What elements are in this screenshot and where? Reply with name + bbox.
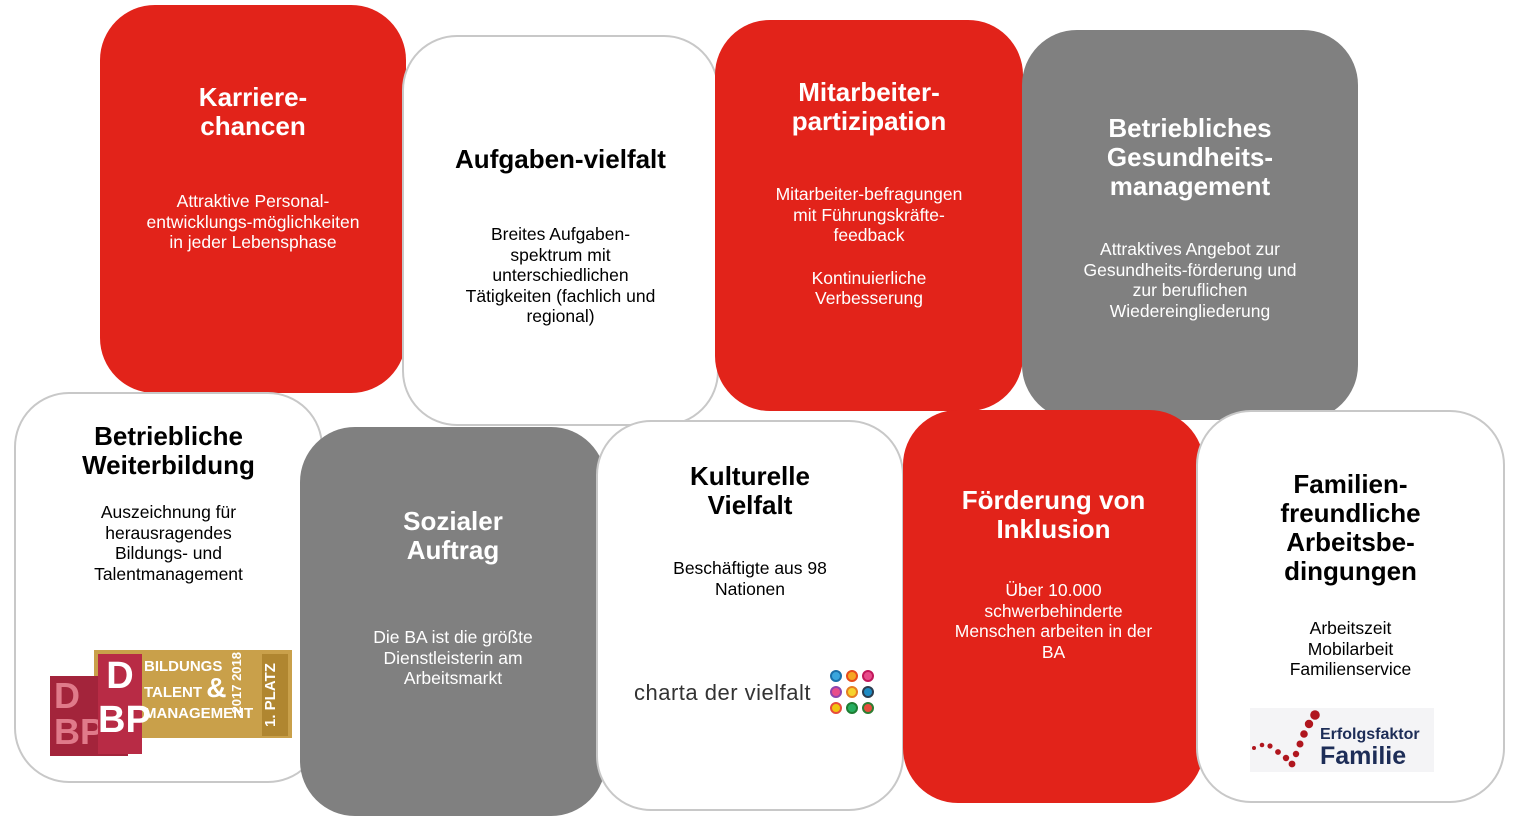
logo-text: Erfolgsfaktor	[1320, 726, 1420, 743]
box-title: Mitarbeiter- partizipation	[791, 77, 947, 136]
box-title: Aufgaben-vielfalt	[455, 144, 666, 174]
box-inklusion: Förderung von Inklusion Über 10.000 schw…	[903, 410, 1204, 803]
box-gesundheitsmanagement: Betriebliches Gesundheits- management At…	[1022, 30, 1358, 420]
box-text: Über 10.000 schwerbehinderte Menschen ar…	[954, 580, 1153, 662]
colored-dots-icon	[830, 670, 874, 714]
box-text: Attraktive Personal- entwicklungs-möglic…	[146, 191, 360, 252]
logo-year: 2018	[229, 652, 244, 681]
logo-text: Familie	[1320, 742, 1407, 770]
box-familienfreundlich: Familien- freundliche Arbeitsbe- dingung…	[1196, 410, 1505, 803]
box-text: Auszeichnung für herausragendes Bildungs…	[94, 502, 243, 584]
dbp-award-logo: D BP D BP BILDUNGS TALENT & MANAGEMENT 201…	[50, 648, 292, 758]
logo-text: BILDUNGS	[144, 658, 223, 675]
box-text: Mitarbeiter-befragungen mit Führungskräf…	[775, 184, 963, 245]
box-text-2: Kontinuierliche Verbesserung	[811, 267, 927, 309]
box-mitarbeiterpartizipation: Mitarbeiter- partizipation Mitarbeiter-b…	[715, 20, 1023, 411]
logo-text: TALENT	[144, 684, 203, 701]
box-sozialer-auftrag: Sozialer Auftrag Die BA ist die größte D…	[300, 427, 606, 816]
box-karrierechancen: Karriere- chancen Attraktive Personal- e…	[100, 5, 406, 393]
box-text: Breites Aufgaben- spektrum mit unterschi…	[465, 224, 656, 326]
red-dots-checkmark-icon	[1252, 710, 1320, 768]
box-text: Die BA ist die größte Dienstleisterin am…	[373, 627, 533, 688]
box-kulturelle-vielfalt: Kulturelle Vielfalt Beschäftigte aus 98 …	[596, 420, 904, 811]
box-title: Kulturelle Vielfalt	[690, 461, 810, 520]
logo-platz: 1. PLATZ	[262, 654, 288, 736]
box-title: Sozialer Auftrag	[403, 506, 503, 565]
box-text: Beschäftigte aus 98 Nationen	[673, 558, 827, 599]
box-weiterbildung: Betriebliche Weiterbildung Auszeichnung …	[14, 392, 323, 783]
box-text: Arbeitszeit Mobilarbeit Familienservice	[1289, 618, 1412, 679]
logo-text: charta der vielfalt	[634, 680, 812, 705]
logo-year: 2017	[229, 684, 244, 714]
box-title: Betriebliche Weiterbildung	[82, 421, 255, 480]
box-title: Förderung von Inklusion	[961, 485, 1146, 544]
box-title: Familien- freundliche Arbeitsbe- dingung…	[1280, 469, 1421, 586]
box-text: Attraktives Angebot zur Gesundheits-förd…	[1083, 239, 1297, 321]
box-aufgabenvielfalt: Aufgaben-vielfalt Breites Aufgaben- spek…	[402, 35, 719, 426]
charta-der-vielfalt-logo: charta der vielfalt	[634, 670, 884, 720]
box-title: Betriebliches Gesundheits- management	[1106, 113, 1274, 201]
box-title: Karriere- chancen	[198, 82, 308, 141]
logo-text: &	[206, 672, 227, 703]
erfolgsfaktor-familie-logo: Erfolgsfaktor Familie	[1250, 708, 1434, 772]
logo-text: MANAGEMENT	[144, 705, 254, 722]
